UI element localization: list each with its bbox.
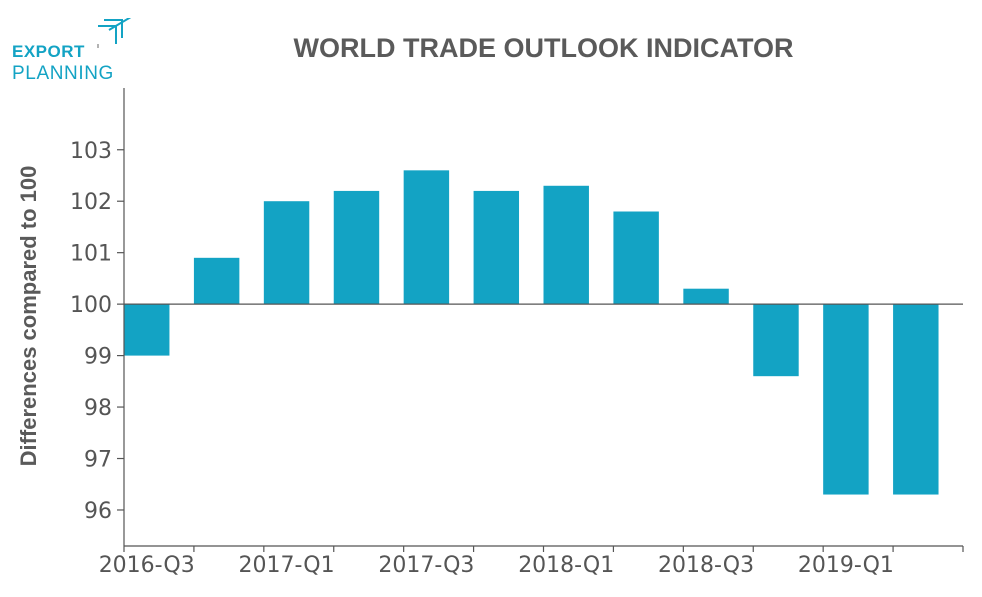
logo-text-planning: PLANNING <box>12 63 114 84</box>
x-tick-label-2018-Q3: 2018-Q3 <box>658 553 754 578</box>
logo-text-export: EXPORT <box>12 42 85 61</box>
y-tick-label-100: 100 <box>70 293 112 318</box>
x-tick-label-2018-Q1: 2018-Q1 <box>518 553 614 578</box>
bar-2017-Q1 <box>263 201 310 305</box>
y-tick-label-97: 97 <box>84 448 112 473</box>
y-tick-label-102: 102 <box>70 190 112 215</box>
axes-group: 96 97 98 99 100 101 102 103 2016-Q3 2017-Q1 2017-Q… <box>70 88 964 578</box>
bar-2019-Q2 <box>893 304 939 495</box>
y-tick-label-99: 99 <box>84 345 112 370</box>
logo-mark-icon <box>97 18 132 48</box>
bar-2016-Q3 <box>124 304 170 356</box>
y-tick-label-101: 101 <box>70 242 112 267</box>
x-tick-label-2017-Q3: 2017-Q3 <box>378 553 474 578</box>
x-tick-label-2017-Q1: 2017-Q1 <box>239 553 335 578</box>
bar-2018-Q3 <box>683 288 729 305</box>
y-tick-label-98: 98 <box>84 396 112 421</box>
x-tick-label-2019-Q1: 2019-Q1 <box>798 553 894 578</box>
y-tick-label-103: 103 <box>70 139 112 164</box>
y-axis-label: Differences compared to 100 <box>16 166 41 467</box>
bar-2017-Q4 <box>473 190 520 305</box>
x-tick-label-2016-Q3: 2016-Q3 <box>99 553 195 578</box>
export-planning-logo: EXPORT PLANNING <box>12 18 142 86</box>
bar-2017-Q2 <box>333 190 380 305</box>
y-tick-label-96: 96 <box>84 499 112 524</box>
bar-2019-Q1 <box>823 304 869 495</box>
bar-2018-Q2 <box>613 211 659 305</box>
bar-2017-Q3 <box>403 170 450 305</box>
bar-2016-Q4 <box>193 257 240 305</box>
chart-title: WORLD TRADE OUTLOOK INDICATOR <box>293 33 794 63</box>
bars-group <box>124 170 939 495</box>
bar-2018-Q1 <box>543 185 589 305</box>
bar-2018-Q4 <box>753 304 799 377</box>
